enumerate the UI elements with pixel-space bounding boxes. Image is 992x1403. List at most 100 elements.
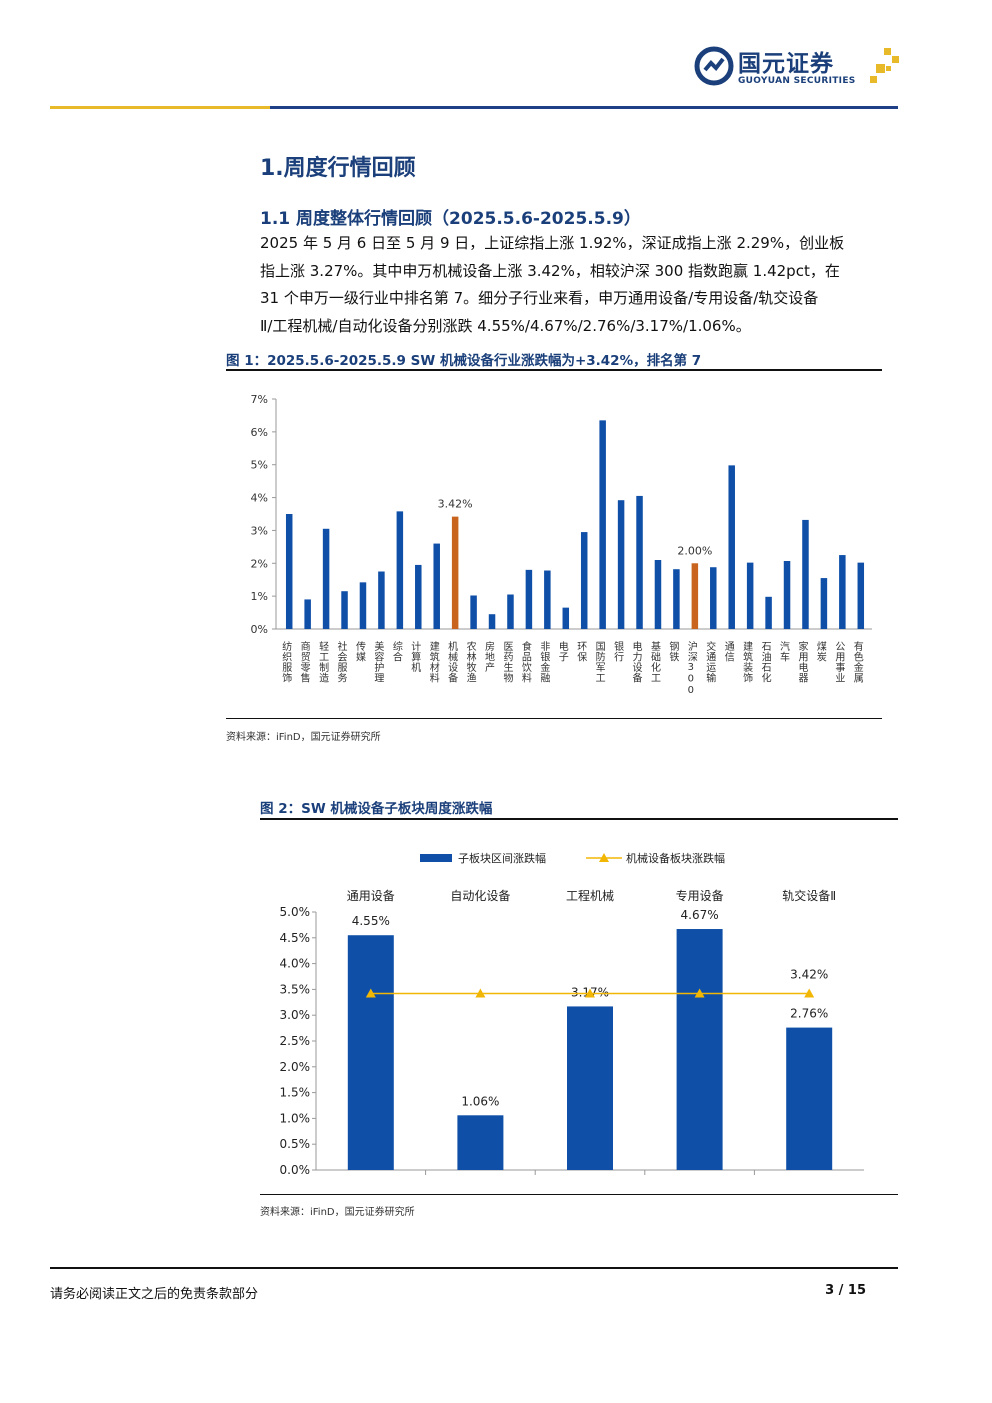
x-tick-label: 沪深300 [685, 640, 697, 697]
bar [857, 562, 865, 629]
y-tick-label: 1.0% [280, 1111, 311, 1125]
legend-bar-label: 子板块区间涨跌幅 [458, 851, 546, 865]
x-tick-label: 机械设备 [446, 640, 458, 684]
y-tick-label: 5% [251, 459, 268, 472]
bar [673, 569, 680, 629]
x-tick-label: 建筑装饰 [741, 640, 753, 684]
logo-chinese-name: 国元证券 [738, 51, 834, 77]
bar [728, 465, 735, 629]
bar [580, 532, 588, 629]
industry-returns-chart: 0% 1% 2% 3% 4% 5% 6% 7% 纺织服饰 商贸零售 轻工制造 社会服务 传媒 美容护理 综合… [251, 393, 872, 697]
x-tick-label: 医药生物 [501, 641, 513, 684]
x-tick-label: 家用电器 [796, 640, 808, 684]
y-tick-label: 0% [251, 623, 268, 636]
bar [433, 543, 440, 629]
x-category-label: 轨交设备Ⅱ [782, 888, 836, 903]
bar-data-label: 2.76% [790, 1007, 828, 1021]
figure2-bottom-rule [260, 1194, 898, 1195]
x-category-label: 专用设备 [676, 888, 724, 903]
x-tick-label: 房地产 [483, 640, 495, 673]
subsection-title: 1.1 周度整体行情回顾（2025.5.6-2025.5.9） [260, 209, 641, 229]
x-tick-label: 建筑材料 [427, 640, 439, 684]
bar [322, 528, 330, 629]
y-tick-label: 5.0% [280, 905, 311, 919]
line-marker [365, 988, 376, 998]
x-tick-label: 综合 [390, 640, 402, 663]
figure2-top-rule [260, 818, 898, 820]
y-tick-label: 4% [251, 492, 268, 505]
x-tick-label: 钢铁 [667, 640, 679, 663]
footer-disclaimer: 请务必阅读正文之后的免责条款部分 [50, 1287, 259, 1302]
paragraph-line: 31 个申万一级行业中排名第 7。细分子行业来看，申万通用设备/专用设备/轨交设… [260, 289, 819, 307]
paragraph-line: 2025 年 5 月 6 日至 5 月 9 日，上证综指上涨 1.92%，深证成… [260, 234, 845, 252]
bar [654, 560, 662, 629]
y-tick-label: 7% [251, 393, 268, 406]
bar [525, 569, 533, 629]
y-tick-label: 6% [251, 426, 268, 439]
x-category-label: 通用设备 [347, 889, 395, 903]
bar [783, 560, 791, 629]
x-tick-label: 电子 [556, 640, 568, 662]
data-label: 2.00% [677, 544, 712, 557]
x-tick-label: 非银金融 [538, 641, 550, 684]
x-tick-label: 美容护理 [372, 640, 384, 683]
x-tick-label: 计算机 [409, 640, 421, 673]
bar [710, 567, 717, 629]
footer-divider [50, 1267, 898, 1269]
bar [636, 495, 643, 629]
bar [451, 516, 459, 629]
y-tick-label: 2% [251, 557, 268, 570]
x-category-label: 自动化设备 [450, 889, 510, 903]
y-tick-label: 3.0% [280, 1008, 311, 1022]
bar [544, 570, 551, 629]
paragraph-line: Ⅱ/工程机械/自动化设备分别涨跌 4.55%/4.67%/2.76%/3.17%… [260, 316, 751, 335]
bar [676, 929, 723, 1170]
bar-data-label: 1.06% [461, 1094, 499, 1108]
figure2-title: 图 2：SW 机械设备子板块周度涨跌幅 [260, 801, 493, 817]
legend-line-label: 机械设备板块涨跌幅 [626, 851, 725, 865]
bar [765, 596, 772, 629]
bar [341, 591, 348, 629]
bar [347, 935, 394, 1170]
bar [285, 514, 293, 629]
data-label: 3.42% [438, 498, 473, 511]
bar [396, 511, 404, 629]
y-tick-label: 2.0% [280, 1060, 311, 1074]
subsector-returns-chart: 子板块区间涨跌幅 机械设备板块涨跌幅 0.0% 0.5% 1.0% 1.5% 2.0% 2.5… [280, 851, 864, 1177]
header-divider [50, 106, 898, 109]
bar [507, 594, 514, 629]
x-tick-label: 电力设备 [630, 640, 642, 684]
y-tick-label: 1.5% [280, 1086, 311, 1100]
x-category-label: 工程机械 [566, 888, 614, 903]
bar [839, 555, 846, 629]
x-tick-label: 汽车 [778, 640, 790, 663]
bar [415, 564, 422, 629]
x-tick-label: 有色金属 [851, 640, 863, 684]
bar [470, 595, 477, 629]
x-tick-label: 商贸零售 [298, 640, 310, 684]
legend-bar-swatch [420, 854, 452, 862]
figure1-source: 资料来源：iFinD，国元证券研究所 [226, 732, 381, 743]
bar [617, 500, 625, 629]
bar [802, 519, 809, 629]
bar [457, 1115, 504, 1170]
x-tick-label: 传媒 [353, 641, 365, 663]
x-tick-label: 基础化工 [648, 640, 660, 683]
figure1-top-rule [226, 369, 882, 371]
y-tick-label: 0.0% [280, 1163, 311, 1177]
company-logo: 国元证券 GUOYUAN SECURITIES [694, 44, 904, 90]
line-marker [694, 988, 705, 998]
bar [304, 599, 311, 629]
y-tick-label: 4.5% [280, 931, 311, 945]
x-tick-label: 石油石化 [759, 641, 771, 683]
bar [562, 607, 570, 629]
figure2-source: 资料来源：iFinD，国元证券研究所 [260, 1207, 415, 1218]
bar [746, 562, 754, 629]
x-tick-label: 轻工制造 [317, 640, 329, 683]
bar [786, 1027, 833, 1170]
paragraph-line: 指上涨 3.27%。其中申万机械设备上涨 3.42%，相较沪深 300 指数跑赢… [260, 261, 840, 280]
bar [567, 1006, 613, 1170]
bar [378, 571, 385, 629]
x-tick-label: 通信 [722, 641, 734, 663]
bar [488, 614, 496, 629]
